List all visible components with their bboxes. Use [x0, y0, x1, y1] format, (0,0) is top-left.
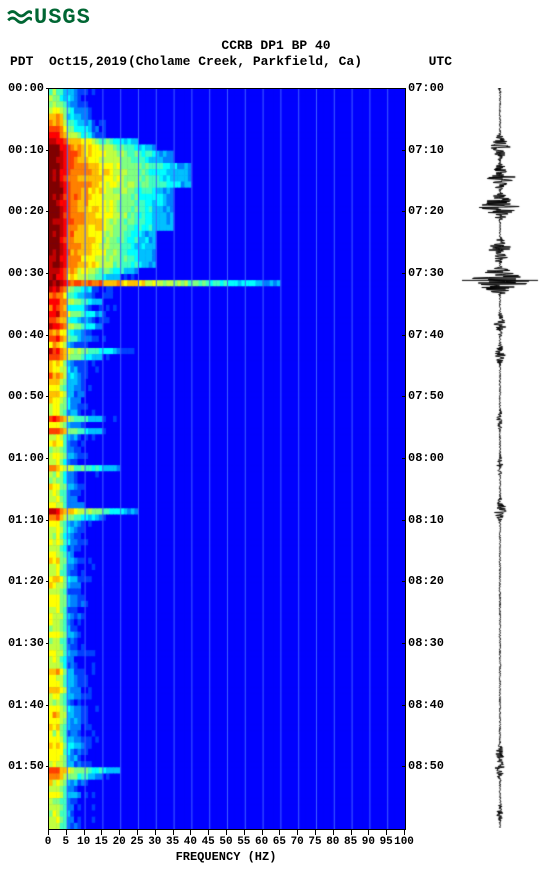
x-tick	[351, 830, 352, 835]
location-label: (Cholame Creek, Parkfield, Ca)	[128, 54, 362, 69]
right-tick: 08:20	[408, 574, 444, 588]
frequency-axis: FREQUENCY (HZ) 05 10 15 20 25 30 35 40 45 50 55 60 6…	[48, 830, 404, 870]
left-tick: 01:20	[8, 574, 44, 588]
right-tick: 07:20	[408, 204, 444, 218]
left-tick: 01:00	[8, 451, 44, 465]
spectrogram-plot	[48, 88, 406, 830]
right-tick: 07:10	[408, 143, 444, 157]
left-tick: 01:50	[8, 759, 44, 773]
right-tick: 08:30	[408, 636, 444, 650]
x-tick-label: 20	[113, 836, 126, 848]
right-tick: 08:50	[408, 759, 444, 773]
right-tick: 07:30	[408, 266, 444, 280]
x-tick-label: 25	[130, 836, 143, 848]
x-tick-label: 60	[255, 836, 268, 848]
x-tick	[297, 830, 298, 835]
x-tick	[244, 830, 245, 835]
x-tick	[66, 830, 67, 835]
left-tick: 00:10	[8, 143, 44, 157]
right-tick: 08:00	[408, 451, 444, 465]
pdt-label: PDT	[10, 54, 33, 69]
x-tick	[208, 830, 209, 835]
x-tick	[333, 830, 334, 835]
x-tick	[155, 830, 156, 835]
right-tick: 07:40	[408, 328, 444, 342]
utc-label: UTC	[429, 54, 452, 69]
x-tick-label: 95	[380, 836, 393, 848]
left-tick: 00:50	[8, 389, 44, 403]
x-tick-label: 5	[62, 836, 69, 848]
x-tick-label: 40	[184, 836, 197, 848]
plot-title: CCRB DP1 BP 40	[0, 38, 552, 53]
left-tick: 00:20	[8, 204, 44, 218]
right-tick: 08:40	[408, 698, 444, 712]
left-tick: 01:10	[8, 513, 44, 527]
x-tick-label: 50	[219, 836, 232, 848]
x-tick	[190, 830, 191, 835]
x-tick-label: 70	[291, 836, 304, 848]
x-tick-label: 100	[394, 836, 414, 848]
x-tick	[173, 830, 174, 835]
x-tick-label: 90	[362, 836, 375, 848]
left-tick: 00:30	[8, 266, 44, 280]
x-tick	[226, 830, 227, 835]
x-tick-label: 0	[45, 836, 52, 848]
x-tick-label: 35	[166, 836, 179, 848]
x-tick	[404, 830, 405, 835]
x-tick	[101, 830, 102, 835]
left-tick: 01:30	[8, 636, 44, 650]
left-tick: 00:40	[8, 328, 44, 342]
seismic-trace	[460, 88, 540, 828]
right-tick: 07:00	[408, 81, 444, 95]
usgs-logo: USGS	[6, 4, 91, 30]
x-tick-label: 15	[95, 836, 108, 848]
xaxis-title: FREQUENCY (HZ)	[48, 850, 404, 864]
date-label: Oct15,2019	[49, 54, 127, 69]
x-tick	[368, 830, 369, 835]
x-tick	[137, 830, 138, 835]
left-tick: 00:00	[8, 81, 44, 95]
x-tick	[119, 830, 120, 835]
x-tick-label: 45	[202, 836, 215, 848]
x-tick-label: 30	[148, 836, 161, 848]
x-tick	[48, 830, 49, 835]
x-tick	[386, 830, 387, 835]
x-tick-label: 75	[308, 836, 321, 848]
left-time-axis: 00:0000:1000:2000:3000:4000:5001:0001:10…	[0, 88, 46, 828]
x-tick-label: 55	[237, 836, 250, 848]
x-tick	[262, 830, 263, 835]
x-tick	[315, 830, 316, 835]
right-tick: 08:10	[408, 513, 444, 527]
x-tick-label: 10	[77, 836, 90, 848]
x-tick	[84, 830, 85, 835]
right-tick: 07:50	[408, 389, 444, 403]
x-tick-label: 80	[326, 836, 339, 848]
right-time-axis: 07:0007:1007:2007:3007:4007:5008:0008:10…	[406, 88, 452, 828]
x-tick-label: 85	[344, 836, 357, 848]
logo-text: USGS	[34, 5, 91, 30]
x-tick-label: 65	[273, 836, 286, 848]
x-tick	[279, 830, 280, 835]
wave-icon	[6, 4, 32, 30]
left-tick: 01:40	[8, 698, 44, 712]
